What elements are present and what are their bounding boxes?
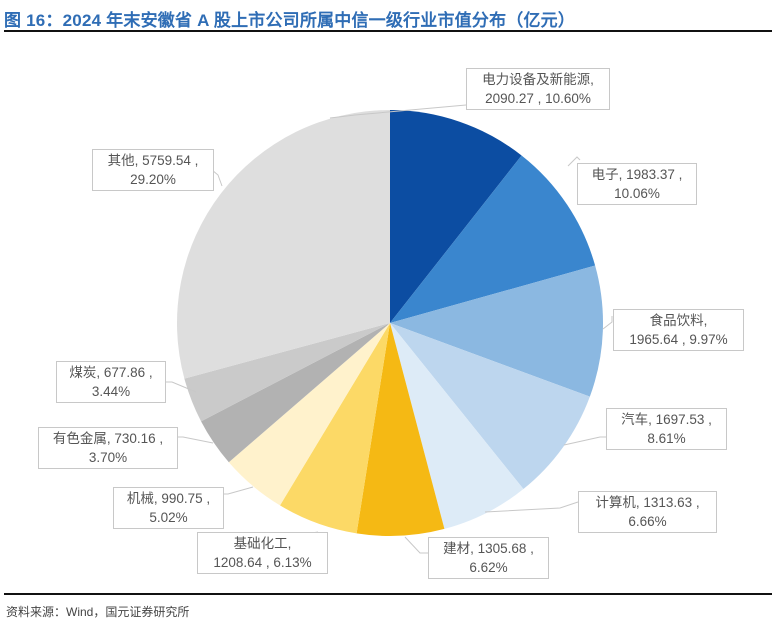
data-label-chemicals: 基础化工, 1208.64 , 6.13% bbox=[197, 532, 328, 574]
label-line: 6.62% bbox=[469, 560, 508, 575]
pie-slice bbox=[228, 323, 390, 506]
pie-slice bbox=[390, 323, 590, 490]
leader-line-auto bbox=[563, 436, 607, 446]
label-line: 其他, 5759.54 , bbox=[107, 153, 199, 168]
source-note: 资料来源：Wind，国元证券研究所 bbox=[6, 605, 190, 619]
label-line: 计算机, 1313.63 , bbox=[595, 495, 700, 510]
pie-slice bbox=[280, 323, 390, 534]
title-divider bbox=[4, 30, 772, 32]
label-line: 3.70% bbox=[88, 450, 128, 465]
label-line: 8.61% bbox=[647, 431, 686, 446]
label-line: 汽车, 1697.53 , bbox=[621, 412, 712, 427]
pie-slice bbox=[177, 110, 390, 379]
data-label-food-beverage: 食品饮料, 1965.64 , 9.97% bbox=[613, 309, 744, 351]
label-line: 6.66% bbox=[628, 514, 667, 529]
data-label-others: 其他, 5759.54 , 29.20% bbox=[92, 149, 214, 191]
label-line: 1208.64 , 6.13% bbox=[213, 555, 312, 570]
pie-slice bbox=[356, 323, 445, 536]
label-line: 29.20% bbox=[130, 172, 176, 187]
data-label-coal: 煤炭, 677.86 , 3.44% bbox=[56, 361, 166, 403]
label-line: 建材, 1305.68 , bbox=[443, 541, 534, 556]
leader-line-computer bbox=[484, 501, 579, 513]
label-line: 煤炭, 677.86 , bbox=[69, 365, 153, 380]
data-label-computer: 计算机, 1313.63 , 6.66% bbox=[578, 491, 717, 533]
data-label-building-materials: 建材, 1305.68 , 6.62% bbox=[428, 537, 549, 579]
label-line: 基础化工, bbox=[233, 536, 292, 551]
data-label-electronics: 电子, 1983.37 , 10.06% bbox=[577, 163, 697, 205]
label-line: 电子, 1983.37 , bbox=[591, 167, 683, 182]
label-line: 机械, 990.75 , bbox=[126, 491, 211, 506]
pie-slices bbox=[177, 110, 604, 536]
leader-line-building-materials bbox=[404, 536, 428, 554]
label-line: 有色金属, 730.16 , bbox=[52, 431, 164, 446]
leader-line-nonferrous bbox=[178, 436, 214, 444]
leader-line-machinery bbox=[222, 486, 254, 495]
chart-title: 图 16：2024 年末安徽省 A 股上市公司所属中信一级行业市值分布（亿元） bbox=[4, 11, 576, 30]
leader-line-power-equipment bbox=[329, 104, 467, 119]
label-line: 1965.64 , 9.97% bbox=[629, 332, 728, 347]
pie-slice bbox=[390, 155, 596, 323]
pie-slice bbox=[184, 323, 390, 422]
label-line: 2090.27 , 10.60% bbox=[485, 91, 591, 106]
leader-line-coal bbox=[165, 381, 197, 393]
pie-slice bbox=[390, 323, 524, 529]
label-line: 5.02% bbox=[149, 510, 188, 525]
data-label-nonferrous: 有色金属, 730.16 , 3.70% bbox=[38, 427, 178, 469]
label-line: 10.06% bbox=[614, 186, 660, 201]
label-line: 3.44% bbox=[91, 384, 131, 399]
leader-line-electronics bbox=[567, 156, 581, 167]
pie-slice bbox=[390, 265, 604, 397]
data-label-power-equipment: 电力设备及新能源, 2090.27 , 10.60% bbox=[466, 68, 610, 110]
pie-slice bbox=[390, 110, 522, 323]
data-label-machinery: 机械, 990.75 , 5.02% bbox=[113, 487, 224, 529]
leader-line-food-beverage bbox=[602, 316, 613, 330]
leader-line-others bbox=[211, 169, 223, 187]
label-line: 食品饮料, bbox=[649, 313, 708, 328]
pie-slice bbox=[201, 323, 390, 463]
label-line: 电力设备及新能源, bbox=[482, 72, 594, 87]
data-label-auto: 汽车, 1697.53 , 8.61% bbox=[606, 408, 727, 450]
footer-divider bbox=[4, 593, 772, 595]
